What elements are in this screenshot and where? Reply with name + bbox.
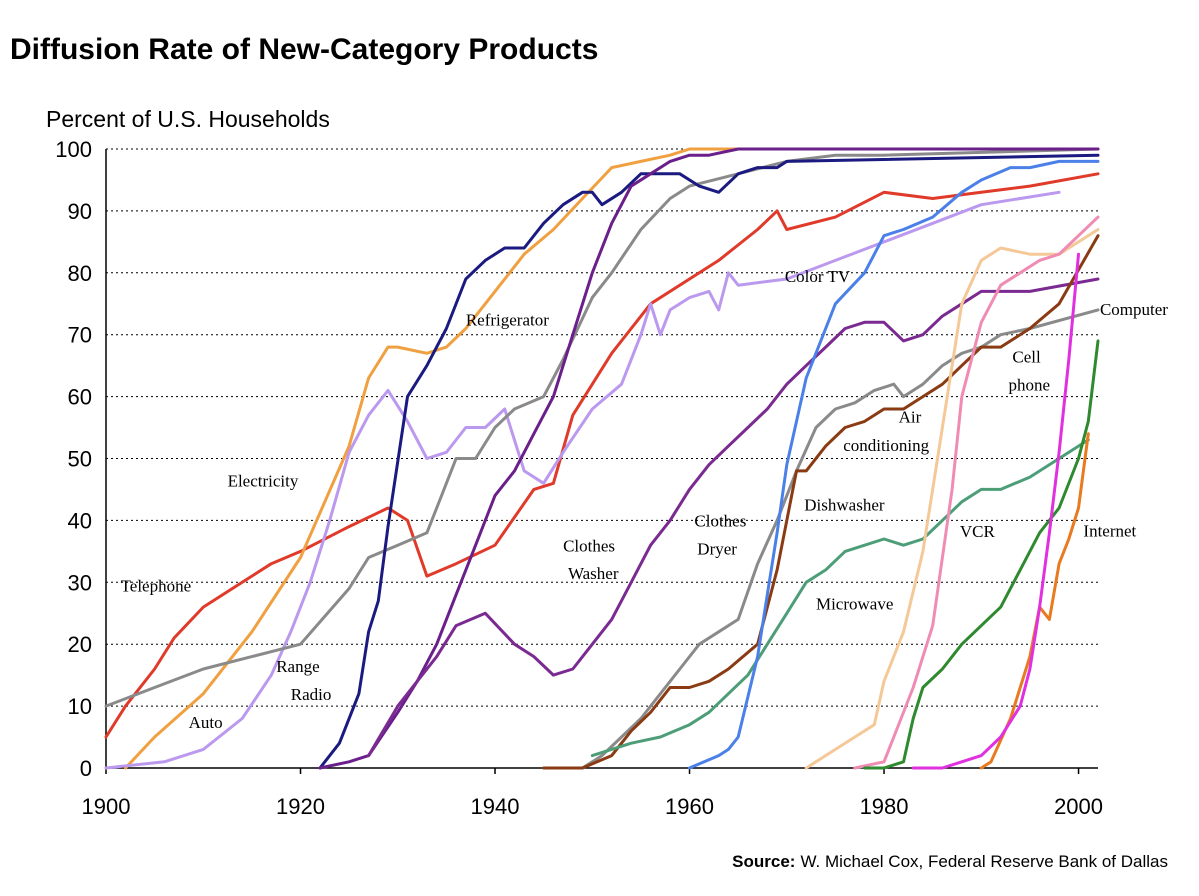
annotation-label: Computer: [1100, 300, 1168, 319]
x-tick-label: 2000: [1054, 794, 1103, 819]
annotation-label: Radio: [291, 685, 332, 704]
source-text: W. Michael Cox, Federal Reserve Bank of …: [800, 852, 1168, 871]
annotation-label: Dishwasher: [804, 495, 885, 514]
annotation-label: Internet: [1083, 521, 1136, 540]
annotation-label: Color TV: [785, 267, 851, 286]
annotation-label: Microwave: [816, 595, 893, 614]
series-computer: [863, 339, 1100, 770]
series-refrigerator: [318, 153, 1100, 770]
series-radio: [104, 190, 1061, 770]
y-tick-label: 80: [68, 261, 92, 286]
source-label: Source:: [732, 852, 795, 871]
series-microwave: [590, 438, 1090, 758]
series-color-tv: [688, 159, 1100, 770]
y-tick-label: 50: [68, 447, 92, 472]
annotations: Telephone Electricity Range Radio Auto Refrig…: [121, 267, 1169, 732]
y-tick-label: 40: [68, 508, 92, 533]
x-tick-label: 1960: [665, 794, 714, 819]
y-tick-label: 10: [68, 694, 92, 719]
y-axis-label: Percent of U.S. Households: [46, 106, 330, 132]
annotation-label: Clothes: [563, 536, 615, 555]
x-tick-label: 1980: [860, 794, 909, 819]
series-vcr: [804, 228, 1100, 770]
axes: 0 10 20 30 40 50 60 70 80 90 100 1900 1920 1940 1960 19…: [55, 137, 1103, 819]
y-tick-label: 0: [80, 756, 92, 781]
annotation-label: Auto: [189, 713, 223, 732]
annotation-label: conditioning: [843, 436, 929, 455]
annotation-label: Electricity: [228, 471, 299, 490]
series-cell-phone: [853, 215, 1100, 770]
annotation-label: VCR: [960, 522, 996, 541]
series-internet: [979, 432, 1090, 770]
annotation-label: Refrigerator: [466, 310, 549, 329]
series-clothes-washer: [367, 277, 1100, 758]
series-air-conditioning: [542, 234, 1100, 770]
y-tick-label: 90: [68, 199, 92, 224]
annotation-label: Dryer: [697, 539, 737, 558]
y-tick-label: 100: [55, 137, 92, 162]
x-tick-label: 1900: [82, 794, 131, 819]
series-cell-phone-late: [911, 252, 1080, 770]
x-tick-label: 1940: [471, 794, 520, 819]
series-telephone: [104, 172, 1100, 739]
series-auto: [104, 147, 1100, 708]
x-tick-label: 1920: [276, 794, 325, 819]
annotation-label: Telephone: [121, 577, 192, 596]
y-tick-label: 20: [68, 632, 92, 657]
source-note: Source: W. Michael Cox, Federal Reserve B…: [732, 852, 1168, 871]
annotation-label: Clothes: [694, 512, 746, 531]
y-tick-label: 70: [68, 323, 92, 348]
y-tick-label: 30: [68, 570, 92, 595]
y-tick-label: 60: [68, 385, 92, 410]
annotation-label: phone: [1009, 375, 1051, 394]
series-clothes-dryer: [581, 308, 1100, 770]
annotation-label: Air: [899, 408, 922, 427]
annotation-label: Cell: [1012, 348, 1041, 367]
series-lines: [104, 147, 1100, 770]
series-electricity: [124, 147, 1100, 770]
annotation-label: Washer: [568, 564, 619, 583]
chart-title: Diffusion Rate of New-Category Products: [10, 33, 598, 66]
gridlines: [106, 148, 1098, 707]
annotation-label: Range: [276, 657, 319, 676]
